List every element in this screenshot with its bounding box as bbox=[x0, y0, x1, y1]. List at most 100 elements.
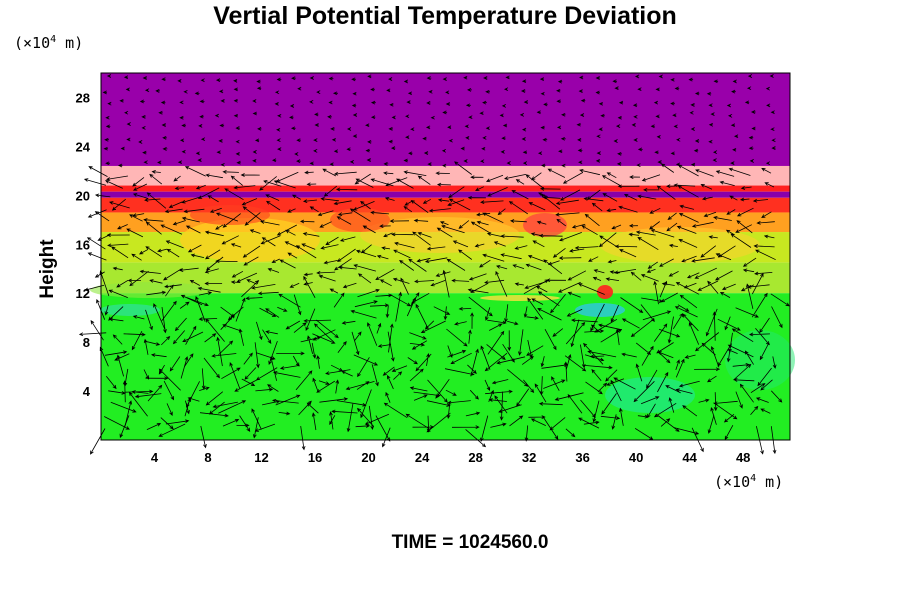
wind-vector bbox=[596, 134, 601, 139]
wind-vector bbox=[592, 276, 602, 281]
wind-vector bbox=[112, 334, 123, 345]
wind-vector bbox=[426, 246, 446, 251]
wind-vector bbox=[251, 408, 262, 430]
wind-vector bbox=[236, 160, 241, 165]
wind-vector bbox=[557, 79, 563, 84]
wind-vector bbox=[131, 331, 143, 351]
wind-vector bbox=[127, 278, 142, 283]
wind-vector bbox=[749, 159, 754, 163]
wind-vector bbox=[104, 305, 109, 316]
wind-vector bbox=[771, 138, 776, 143]
wind-vector bbox=[655, 114, 660, 119]
wind-vector bbox=[666, 184, 676, 189]
wind-vector bbox=[694, 139, 700, 143]
wind-vector bbox=[290, 126, 296, 131]
wind-vector bbox=[430, 115, 435, 120]
wind-vector bbox=[567, 394, 583, 414]
wind-vector bbox=[158, 110, 163, 115]
wind-vector bbox=[233, 185, 256, 190]
wind-vector bbox=[252, 158, 257, 163]
wind-vector bbox=[367, 74, 372, 79]
wind-vector bbox=[215, 259, 238, 264]
wind-vector bbox=[307, 335, 313, 354]
wind-vector bbox=[597, 382, 608, 393]
wind-vector bbox=[220, 162, 225, 167]
wind-vector bbox=[316, 90, 321, 94]
wind-vector bbox=[613, 269, 637, 275]
wind-vector bbox=[289, 282, 300, 288]
wind-vector bbox=[391, 365, 408, 372]
wind-vector bbox=[126, 122, 131, 126]
wind-vector bbox=[700, 245, 717, 258]
wind-vector bbox=[646, 369, 658, 389]
wind-vector bbox=[187, 244, 202, 253]
wind-vector bbox=[143, 338, 149, 355]
heatmap-band-2 bbox=[101, 185, 790, 192]
wind-vector bbox=[476, 220, 489, 226]
wind-vector bbox=[596, 151, 601, 155]
wind-vector bbox=[521, 79, 527, 84]
wind-vector bbox=[549, 417, 566, 431]
wind-vector bbox=[368, 405, 374, 431]
wind-vector bbox=[451, 278, 470, 283]
wind-vector bbox=[294, 152, 299, 156]
wind-vector bbox=[480, 415, 489, 443]
wind-vector bbox=[465, 135, 470, 140]
wind-vector bbox=[86, 237, 106, 250]
wind-vector bbox=[520, 89, 526, 93]
wind-vector bbox=[265, 194, 280, 201]
wind-vector bbox=[132, 193, 149, 199]
wind-vector bbox=[725, 229, 734, 235]
wind-vector bbox=[566, 308, 583, 317]
wind-vector bbox=[527, 255, 546, 263]
wind-vector bbox=[161, 335, 171, 346]
wind-vector bbox=[668, 271, 679, 277]
wind-vector bbox=[690, 162, 696, 167]
wind-vector bbox=[293, 294, 302, 316]
wind-vector bbox=[331, 409, 358, 414]
wind-vector bbox=[271, 258, 280, 263]
wind-vector bbox=[129, 270, 149, 287]
wind-vector bbox=[458, 249, 473, 260]
wind-vector bbox=[621, 318, 640, 329]
wind-vector bbox=[657, 371, 669, 393]
wind-vector bbox=[252, 99, 257, 103]
wind-vector bbox=[588, 256, 599, 262]
wind-vector bbox=[369, 303, 390, 308]
wind-vector bbox=[433, 306, 451, 315]
wind-vector bbox=[329, 411, 334, 430]
wind-vector bbox=[291, 194, 301, 200]
wind-vector bbox=[236, 423, 250, 428]
wind-vector bbox=[565, 428, 576, 438]
wind-vector bbox=[640, 396, 660, 405]
wind-vector bbox=[530, 418, 546, 426]
wind-vector bbox=[234, 378, 259, 392]
wind-vector bbox=[484, 379, 491, 392]
wind-vector bbox=[279, 365, 300, 370]
wind-vector bbox=[540, 125, 545, 130]
wind-vector bbox=[560, 136, 566, 141]
wind-vector bbox=[333, 171, 357, 176]
wind-vector bbox=[257, 291, 279, 296]
wind-vector bbox=[541, 163, 546, 168]
wind-vector bbox=[295, 370, 313, 391]
wind-vector bbox=[361, 244, 372, 254]
wind-vector bbox=[521, 356, 534, 365]
wind-vector bbox=[770, 110, 775, 115]
wind-vector bbox=[320, 197, 339, 202]
wind-vector bbox=[523, 306, 528, 318]
wind-vector bbox=[556, 99, 561, 104]
wind-vector bbox=[558, 149, 563, 154]
wind-vector bbox=[183, 208, 205, 214]
wind-vector bbox=[628, 232, 640, 237]
wind-vector bbox=[362, 225, 376, 234]
wind-vector bbox=[724, 316, 731, 331]
wind-vector bbox=[451, 425, 480, 430]
wind-vector bbox=[265, 330, 278, 335]
wind-vector bbox=[653, 323, 668, 342]
wind-vector bbox=[190, 253, 205, 258]
wind-vector bbox=[278, 411, 291, 416]
wind-vector bbox=[238, 328, 244, 346]
wind-vector bbox=[356, 407, 375, 427]
